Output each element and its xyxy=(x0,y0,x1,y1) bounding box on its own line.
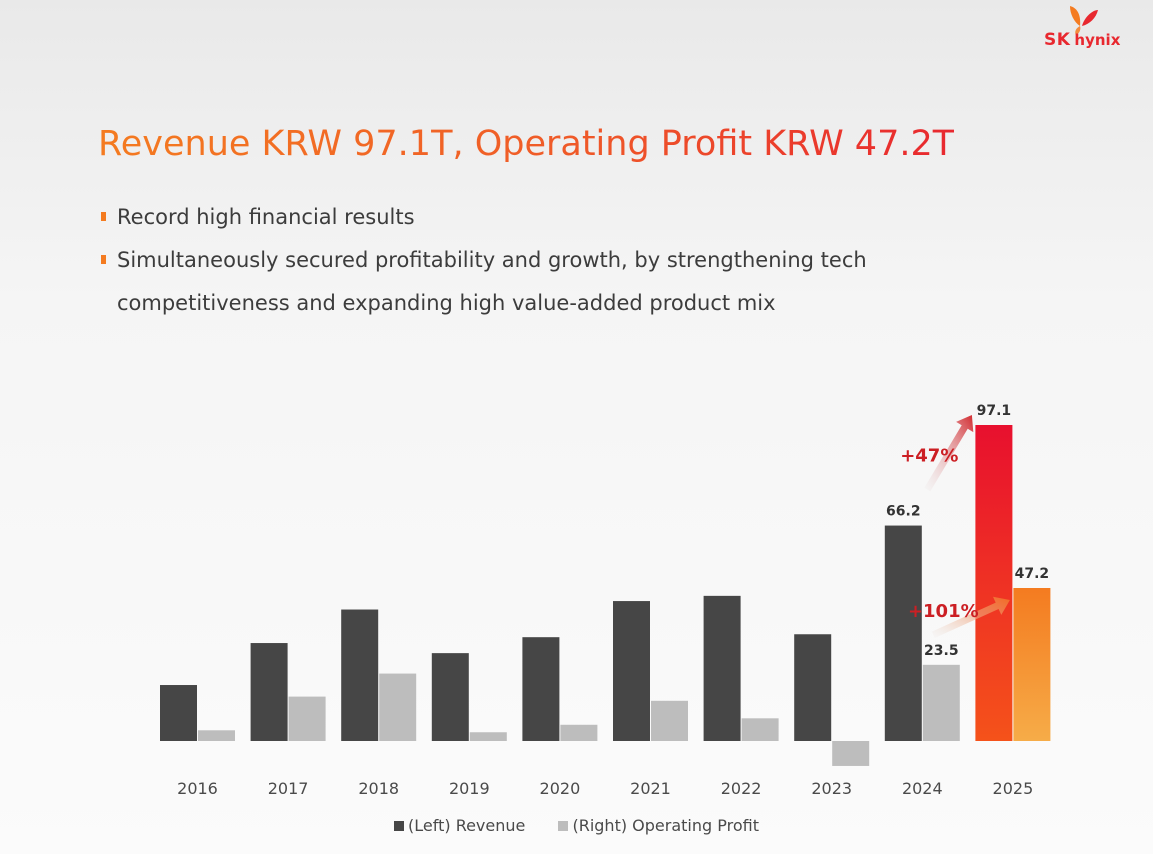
bullet-item-1: Record high financial results xyxy=(100,196,1000,239)
bar-left-revenue-2022 xyxy=(703,595,741,741)
bar-left-revenue-2020 xyxy=(522,637,560,741)
bar-right-operating-profit-2018 xyxy=(379,673,417,741)
bullet-item-2: Simultaneously secured profitability and… xyxy=(100,239,1000,325)
bar-left-revenue-2023 xyxy=(794,634,832,741)
data-label-right-operating-profit-2025: 47.2 xyxy=(1015,566,1050,582)
bar-left-revenue-2017 xyxy=(250,643,288,741)
data-label-left-revenue-2025: 97.1 xyxy=(977,403,1012,419)
x-tick-label-2020: 2020 xyxy=(540,779,581,798)
bar-right-operating-profit-2024 xyxy=(922,664,960,741)
bar-right-operating-profit-2020 xyxy=(560,724,598,741)
data-label-right-operating-profit-2024: 23.5 xyxy=(924,643,959,659)
bar-right-operating-profit-2023 xyxy=(832,741,870,766)
bar-left-revenue-2025 xyxy=(975,425,1013,741)
bar-right-operating-profit-2022 xyxy=(741,718,779,741)
bar-left-revenue-2019 xyxy=(431,653,469,741)
logo-sk-text: SK xyxy=(1044,30,1071,50)
growth-arrow-right-operating-profit xyxy=(931,596,1010,638)
bar-left-revenue-2024 xyxy=(884,525,922,741)
bar-right-operating-profit-2019 xyxy=(469,732,507,741)
page-title: Revenue KRW 97.1T, Operating Profit KRW … xyxy=(98,124,955,164)
x-tick-label-2017: 2017 xyxy=(268,779,309,798)
bullet-list: Record high financial results Simultaneo… xyxy=(100,196,1000,325)
data-label-left-revenue-2024: 66.2 xyxy=(886,504,921,520)
legend-swatch-revenue xyxy=(394,821,405,831)
x-tick-label-2025: 2025 xyxy=(993,779,1034,798)
x-tick-label-2019: 2019 xyxy=(449,779,490,798)
legend-item-operating-profit: (Right) Operating Profit xyxy=(558,816,759,835)
bar-right-operating-profit-2016 xyxy=(198,730,235,741)
x-tick-label-2024: 2024 xyxy=(902,779,943,798)
sk-hynix-logo: SK hynix xyxy=(1040,4,1140,66)
bar-left-revenue-2021 xyxy=(613,601,650,741)
x-tick-label-2018: 2018 xyxy=(358,779,399,798)
legend-label-operating-profit: (Right) Operating Profit xyxy=(572,816,759,835)
logo-hynix-text: hynix xyxy=(1074,31,1121,49)
legend-item-revenue: (Left) Revenue xyxy=(394,816,525,835)
bar-left-revenue-2016 xyxy=(160,685,197,741)
x-tick-label-2021: 2021 xyxy=(630,779,671,798)
bar-left-revenue-2018 xyxy=(341,609,379,741)
bar-right-operating-profit-2025 xyxy=(1013,588,1051,741)
bar-right-operating-profit-2021 xyxy=(651,700,688,741)
x-tick-label-2023: 2023 xyxy=(811,779,852,798)
chart-legend: (Left) Revenue (Right) Operating Profit xyxy=(0,816,1153,835)
growth-label-right-operating-profit: +101% xyxy=(908,601,979,622)
legend-label-revenue: (Left) Revenue xyxy=(408,816,526,835)
bar-right-operating-profit-2017 xyxy=(288,696,326,741)
growth-label-left-revenue: +47% xyxy=(900,446,958,467)
x-tick-label-2022: 2022 xyxy=(721,779,762,798)
growth-arrow-left-revenue xyxy=(924,415,974,492)
legend-swatch-operating-profit xyxy=(558,821,569,831)
butterfly-logo-icon xyxy=(1070,6,1098,35)
x-tick-label-2016: 2016 xyxy=(177,779,218,798)
